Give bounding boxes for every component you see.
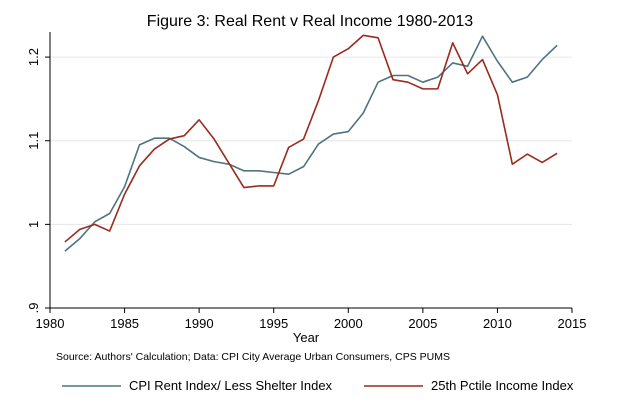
axes (49, 32, 572, 309)
data-point-income (213, 138, 215, 140)
data-point-income (108, 230, 110, 232)
data-point-rent (273, 171, 275, 173)
data-point-rent (437, 76, 439, 78)
data-point-rent (302, 165, 304, 167)
legend-label-rent: CPI Rent Index/ Less Shelter Index (129, 378, 333, 393)
gridlines (50, 56, 572, 225)
data-point-income (198, 119, 200, 121)
data-point-income (392, 78, 394, 80)
data-point-rent (213, 160, 215, 162)
data-point-income (541, 161, 543, 163)
data-point-rent (94, 221, 96, 223)
y-axis: .9 1 1.1 1.2 (26, 48, 50, 313)
legend: CPI Rent Index/ Less Shelter Index 25th … (62, 378, 574, 393)
data-point-rent (377, 81, 379, 83)
data-point-rent (407, 74, 409, 76)
data-point-income (138, 165, 140, 167)
series-group (64, 34, 558, 252)
data-point-rent (526, 76, 528, 78)
x-tick-label: 2010 (483, 316, 512, 331)
x-tick-label: 2015 (558, 316, 587, 331)
data-point-income (79, 228, 81, 230)
data-point-income (362, 34, 364, 36)
data-point-income (377, 37, 379, 39)
y-tick-label: 1.1 (26, 132, 41, 150)
chart-title: Figure 3: Real Rent v Real Income 1980-2… (147, 13, 474, 30)
data-point-income (466, 73, 468, 75)
x-axis: 1980 1985 1990 1995 2000 2005 2010 2015 (36, 308, 587, 331)
data-point-income (287, 146, 289, 148)
data-point-income (481, 58, 483, 60)
data-point-rent (511, 81, 513, 83)
y-tick-label: .9 (26, 303, 41, 314)
data-point-income (407, 81, 409, 83)
data-point-income (183, 135, 185, 137)
data-point-income (451, 42, 453, 44)
data-point-rent (347, 130, 349, 132)
data-point-income (228, 162, 230, 164)
x-tick-label: 1995 (259, 316, 288, 331)
data-point-rent (496, 60, 498, 62)
legend-label-income: 25th Pctile Income Index (431, 378, 574, 393)
data-point-rent (79, 237, 81, 239)
x-tick-label: 2000 (334, 316, 363, 331)
data-point-rent (108, 212, 110, 214)
data-point-rent (541, 58, 543, 60)
data-point-income (526, 153, 528, 155)
series-line-rent (64, 35, 558, 252)
data-point-income (153, 148, 155, 150)
data-point-income (317, 99, 319, 101)
data-point-income (422, 88, 424, 90)
data-point-income (511, 163, 513, 165)
data-point-rent (138, 144, 140, 146)
data-point-rent (183, 145, 185, 147)
data-point-income (243, 186, 245, 188)
x-tick-label: 1980 (36, 316, 65, 331)
source-note: Source: Authors' Calculation; Data: CPI … (56, 351, 450, 363)
data-point-income (302, 138, 304, 140)
y-tick-label: 1.2 (26, 48, 41, 66)
data-point-income (347, 48, 349, 50)
data-point-income (332, 56, 334, 58)
data-point-rent (466, 65, 468, 67)
data-point-income (496, 94, 498, 96)
data-point-rent (422, 81, 424, 83)
data-point-income (64, 241, 66, 243)
data-point-rent (198, 156, 200, 158)
x-axis-label: Year (293, 330, 320, 345)
data-point-rent (317, 143, 319, 145)
data-point-income (94, 223, 96, 225)
x-tick-label: 2005 (408, 316, 437, 331)
series-line-income (64, 34, 558, 243)
data-point-rent (153, 137, 155, 139)
data-point-income (273, 185, 275, 187)
data-point-rent (481, 35, 483, 37)
data-point-rent (287, 173, 289, 175)
data-point-rent (556, 44, 558, 46)
data-point-income (258, 185, 260, 187)
data-point-rent (243, 170, 245, 172)
x-tick-label: 1990 (185, 316, 214, 331)
data-point-rent (332, 133, 334, 135)
data-point-rent (362, 112, 364, 114)
data-point-income (437, 88, 439, 90)
data-point-income (556, 152, 558, 154)
data-point-rent (123, 186, 125, 188)
y-tick-label: 1 (26, 221, 41, 228)
data-point-income (168, 138, 170, 140)
data-point-income (123, 193, 125, 195)
data-point-rent (64, 250, 66, 252)
data-point-rent (258, 170, 260, 172)
data-point-rent (451, 62, 453, 64)
x-tick-label: 1985 (110, 316, 139, 331)
